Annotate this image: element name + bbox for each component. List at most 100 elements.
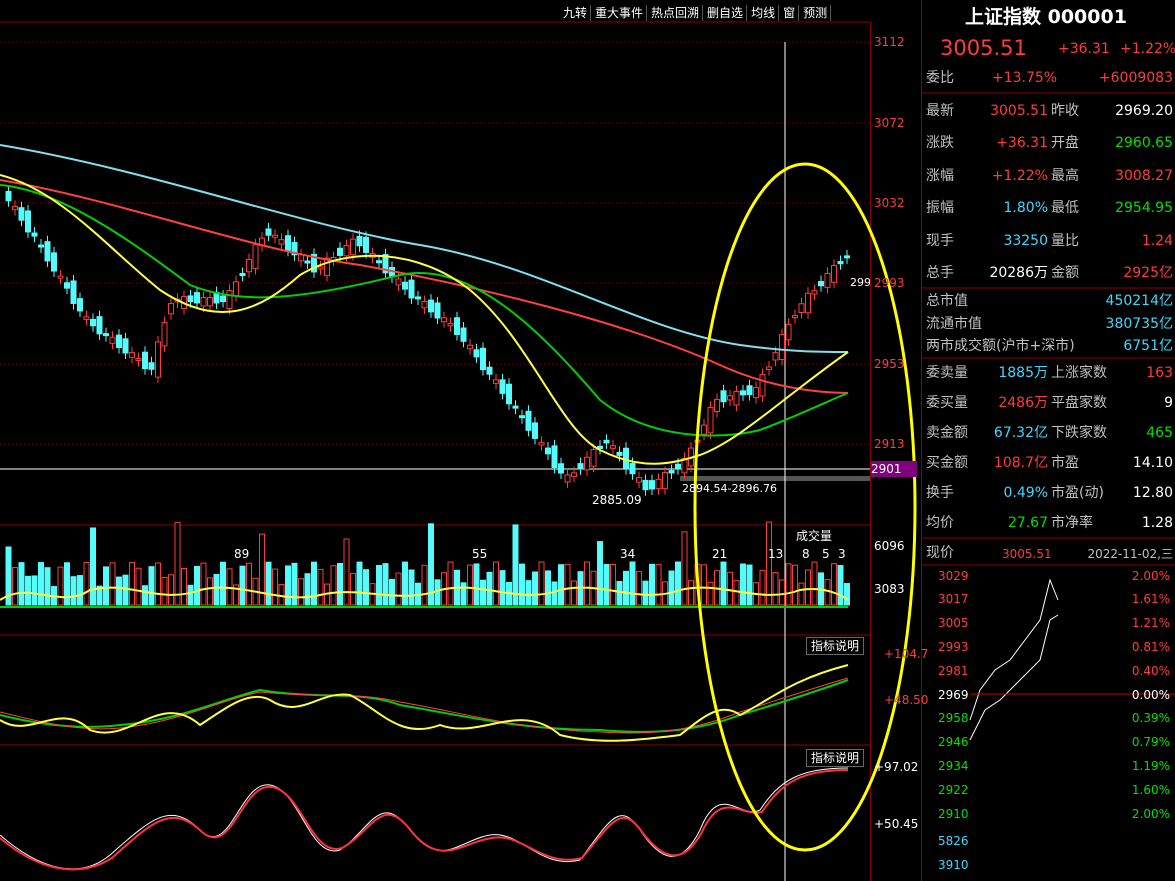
field-value: +6009083 [1098,70,1173,86]
field-label: 委买量 [926,395,968,411]
candle-body [220,295,226,303]
mini-axis-label: 0.00% [1131,688,1170,702]
candle-body [577,463,584,470]
volume-bar [538,561,545,606]
price-axis-label: 3112 [874,35,905,49]
candle-body [597,445,603,449]
fib-count: 13 [768,547,784,561]
candle-body [96,316,103,335]
candle-body [200,297,207,307]
candle-body [662,472,668,490]
volume-bar [96,585,103,606]
candle-body [837,261,844,265]
volume-bar [116,576,122,606]
candle-body [792,315,798,319]
candle-body [90,318,96,327]
volume-bar [558,564,564,606]
candles [5,185,850,496]
mini-axis-label: 2910 [938,807,969,821]
field-label: 现手 [926,233,954,249]
toolbar-button[interactable]: 窗 [780,5,800,21]
candle-body [538,441,545,446]
volume-bar [421,564,428,606]
mini-axis-label: 2922 [938,783,969,797]
candle-body [83,316,90,320]
highlight-ellipse [693,162,917,852]
mini-price-line [969,578,1059,741]
field-value: 0.49% [1003,485,1048,501]
last-label: 2999 [850,276,870,289]
candle-body [603,439,610,444]
current-price-tag: 2901 [871,461,917,477]
volume-bar [642,580,649,606]
mini-axis-label: 2981 [938,664,969,678]
field-value: 465 [1146,425,1173,441]
volume-bar [824,579,831,606]
indicator-title[interactable]: 指标说明 [806,637,865,655]
volume-bar [532,571,538,606]
field-label: 总市值 [926,293,968,309]
volume-bar [213,573,220,606]
volume-bar [298,578,304,606]
candle-body [727,395,733,401]
fib-count: 55 [472,547,488,561]
toolbar-button[interactable]: 重大事件 [592,5,648,21]
toolbar-button[interactable]: 九转 [560,5,592,21]
field-label: 涨跌 [926,135,954,151]
candle-body [382,254,389,274]
volume-title[interactable]: 成交量 [796,529,833,543]
field-value: 163 [1146,365,1173,381]
field-label: 均价 [926,515,954,531]
candle-body [142,351,148,370]
candle-body [116,334,122,348]
candle-body [161,322,168,347]
volume-bar [5,546,12,606]
volume-bar [623,570,629,606]
volume-bar [402,561,408,606]
candle-body [460,327,467,342]
field-value: 1885万 [998,365,1048,381]
candle-body [31,232,38,237]
candle-body [831,264,837,283]
candle-body [493,379,499,384]
candle-body [655,478,662,490]
field-value: 380735亿 [1105,316,1173,332]
field-label: 昨收 [1051,103,1079,119]
volume-bar [519,563,525,606]
indicator-axis-label: +48.50 [884,693,929,707]
toolbar-button[interactable]: 删自选 [704,5,748,21]
candle-body [532,422,538,439]
mini-axis-label: 3005 [938,616,969,630]
candle-body [759,374,766,397]
field-value: 2960.65 [1115,135,1173,151]
candle-body [616,451,623,456]
field-value: 450214亿 [1105,293,1173,309]
candle-body [811,290,818,295]
volume-bar [545,570,551,606]
volume-bar [350,572,356,606]
volume-bar [135,567,142,606]
candle-body [187,295,194,303]
indicator-title[interactable]: 指标说明 [806,749,865,767]
toolbar-button[interactable]: 均线 [748,5,780,21]
toolbar-button[interactable]: 预测 [800,5,832,21]
candle-body [623,447,629,469]
volume-bar [746,564,753,606]
field-label: 委比 [926,70,954,86]
candle-body [291,242,298,256]
volume-bar [805,569,811,606]
volume-bar [25,575,31,606]
volume-bar [376,565,382,606]
candle-body [109,336,116,344]
field-value: 1.24 [1141,233,1173,249]
volume-bar [616,580,623,606]
toolbar-button[interactable]: 热点回溯 [648,5,704,21]
candle-body [558,463,564,474]
field-label: 市盈(动) [1051,485,1104,501]
candle-body [421,301,428,309]
fib-count: 8 [802,547,810,561]
candle-body [434,302,441,319]
field-value: 1.80% [1003,200,1048,216]
volume-bar [629,561,636,606]
